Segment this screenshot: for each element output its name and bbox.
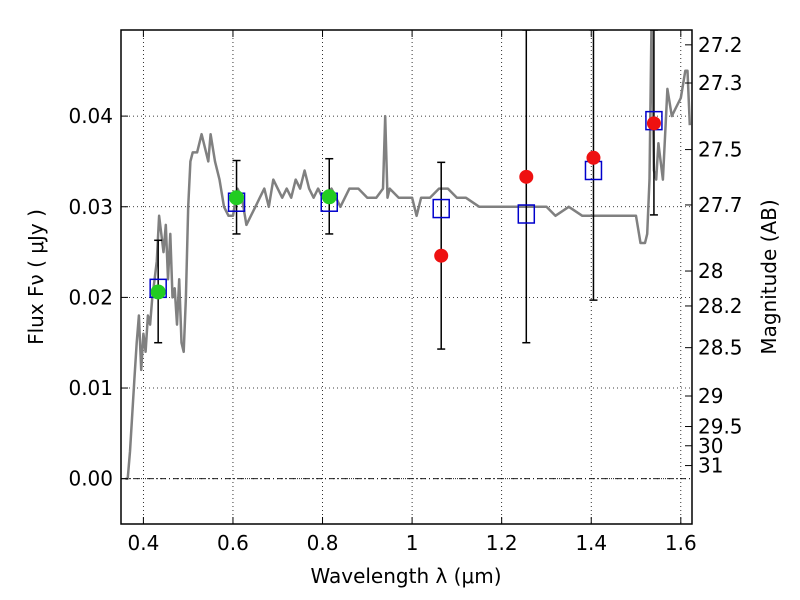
right-tick-label: 27.5 — [698, 138, 743, 162]
right-tick-label: 27.2 — [698, 33, 743, 57]
plot-frame — [120, 29, 693, 525]
model-spectrum-line — [125, 30, 692, 480]
right-tick-label: 28.2 — [698, 294, 743, 318]
x-tick-label: 0.4 — [127, 531, 159, 555]
right-tick-label: 28.5 — [698, 336, 743, 360]
y-tick-label: 0.00 — [68, 467, 113, 491]
right-tick-label: 27.3 — [698, 71, 743, 95]
non-detection-point — [519, 169, 534, 184]
plot-area — [121, 30, 692, 524]
right-tick-label: 30 — [698, 434, 723, 458]
model-photometry-square — [432, 198, 450, 219]
x-tick-label: 1 — [406, 531, 419, 555]
y-tick-label: 0.01 — [68, 376, 113, 400]
right-axis-label: Magnitude (AB) — [757, 199, 781, 354]
y-tick-label: 0.02 — [68, 285, 113, 309]
non-detection-point — [586, 150, 601, 165]
y-tick-label: 0.04 — [68, 104, 113, 128]
y-axis-label: Flux Fν ( μJy ) — [24, 209, 48, 345]
x-tick-label: 1.4 — [575, 531, 607, 555]
plot-layer — [125, 30, 692, 480]
ticks: 0.4 0.6 0.8 1 1.2 1.4 1.6 0.00 0.01 0.02 0.03 0.04 2… — [68, 30, 743, 555]
x-tick-label: 1.6 — [665, 531, 697, 555]
non-detection-point — [434, 248, 449, 263]
x-tick-label: 1.2 — [486, 531, 518, 555]
non-detection-point — [646, 116, 661, 131]
model-photometry-square — [517, 204, 536, 224]
right-tick-label: 27.7 — [698, 193, 743, 217]
right-tick-label: 29 — [698, 384, 723, 408]
right-tick-label: 28 — [698, 259, 723, 283]
y-tick-label: 0.03 — [68, 195, 113, 219]
x-tick-label: 0.8 — [307, 531, 339, 555]
right-tick-label: 29.5 — [698, 415, 743, 439]
right-tick-label: 31 — [698, 454, 723, 478]
detection-point — [321, 189, 337, 205]
detection-point — [229, 190, 245, 206]
x-axis-label: Wavelength λ (μm) — [310, 564, 501, 588]
detection-point — [150, 284, 166, 300]
x-tick-label: 0.6 — [217, 531, 249, 555]
